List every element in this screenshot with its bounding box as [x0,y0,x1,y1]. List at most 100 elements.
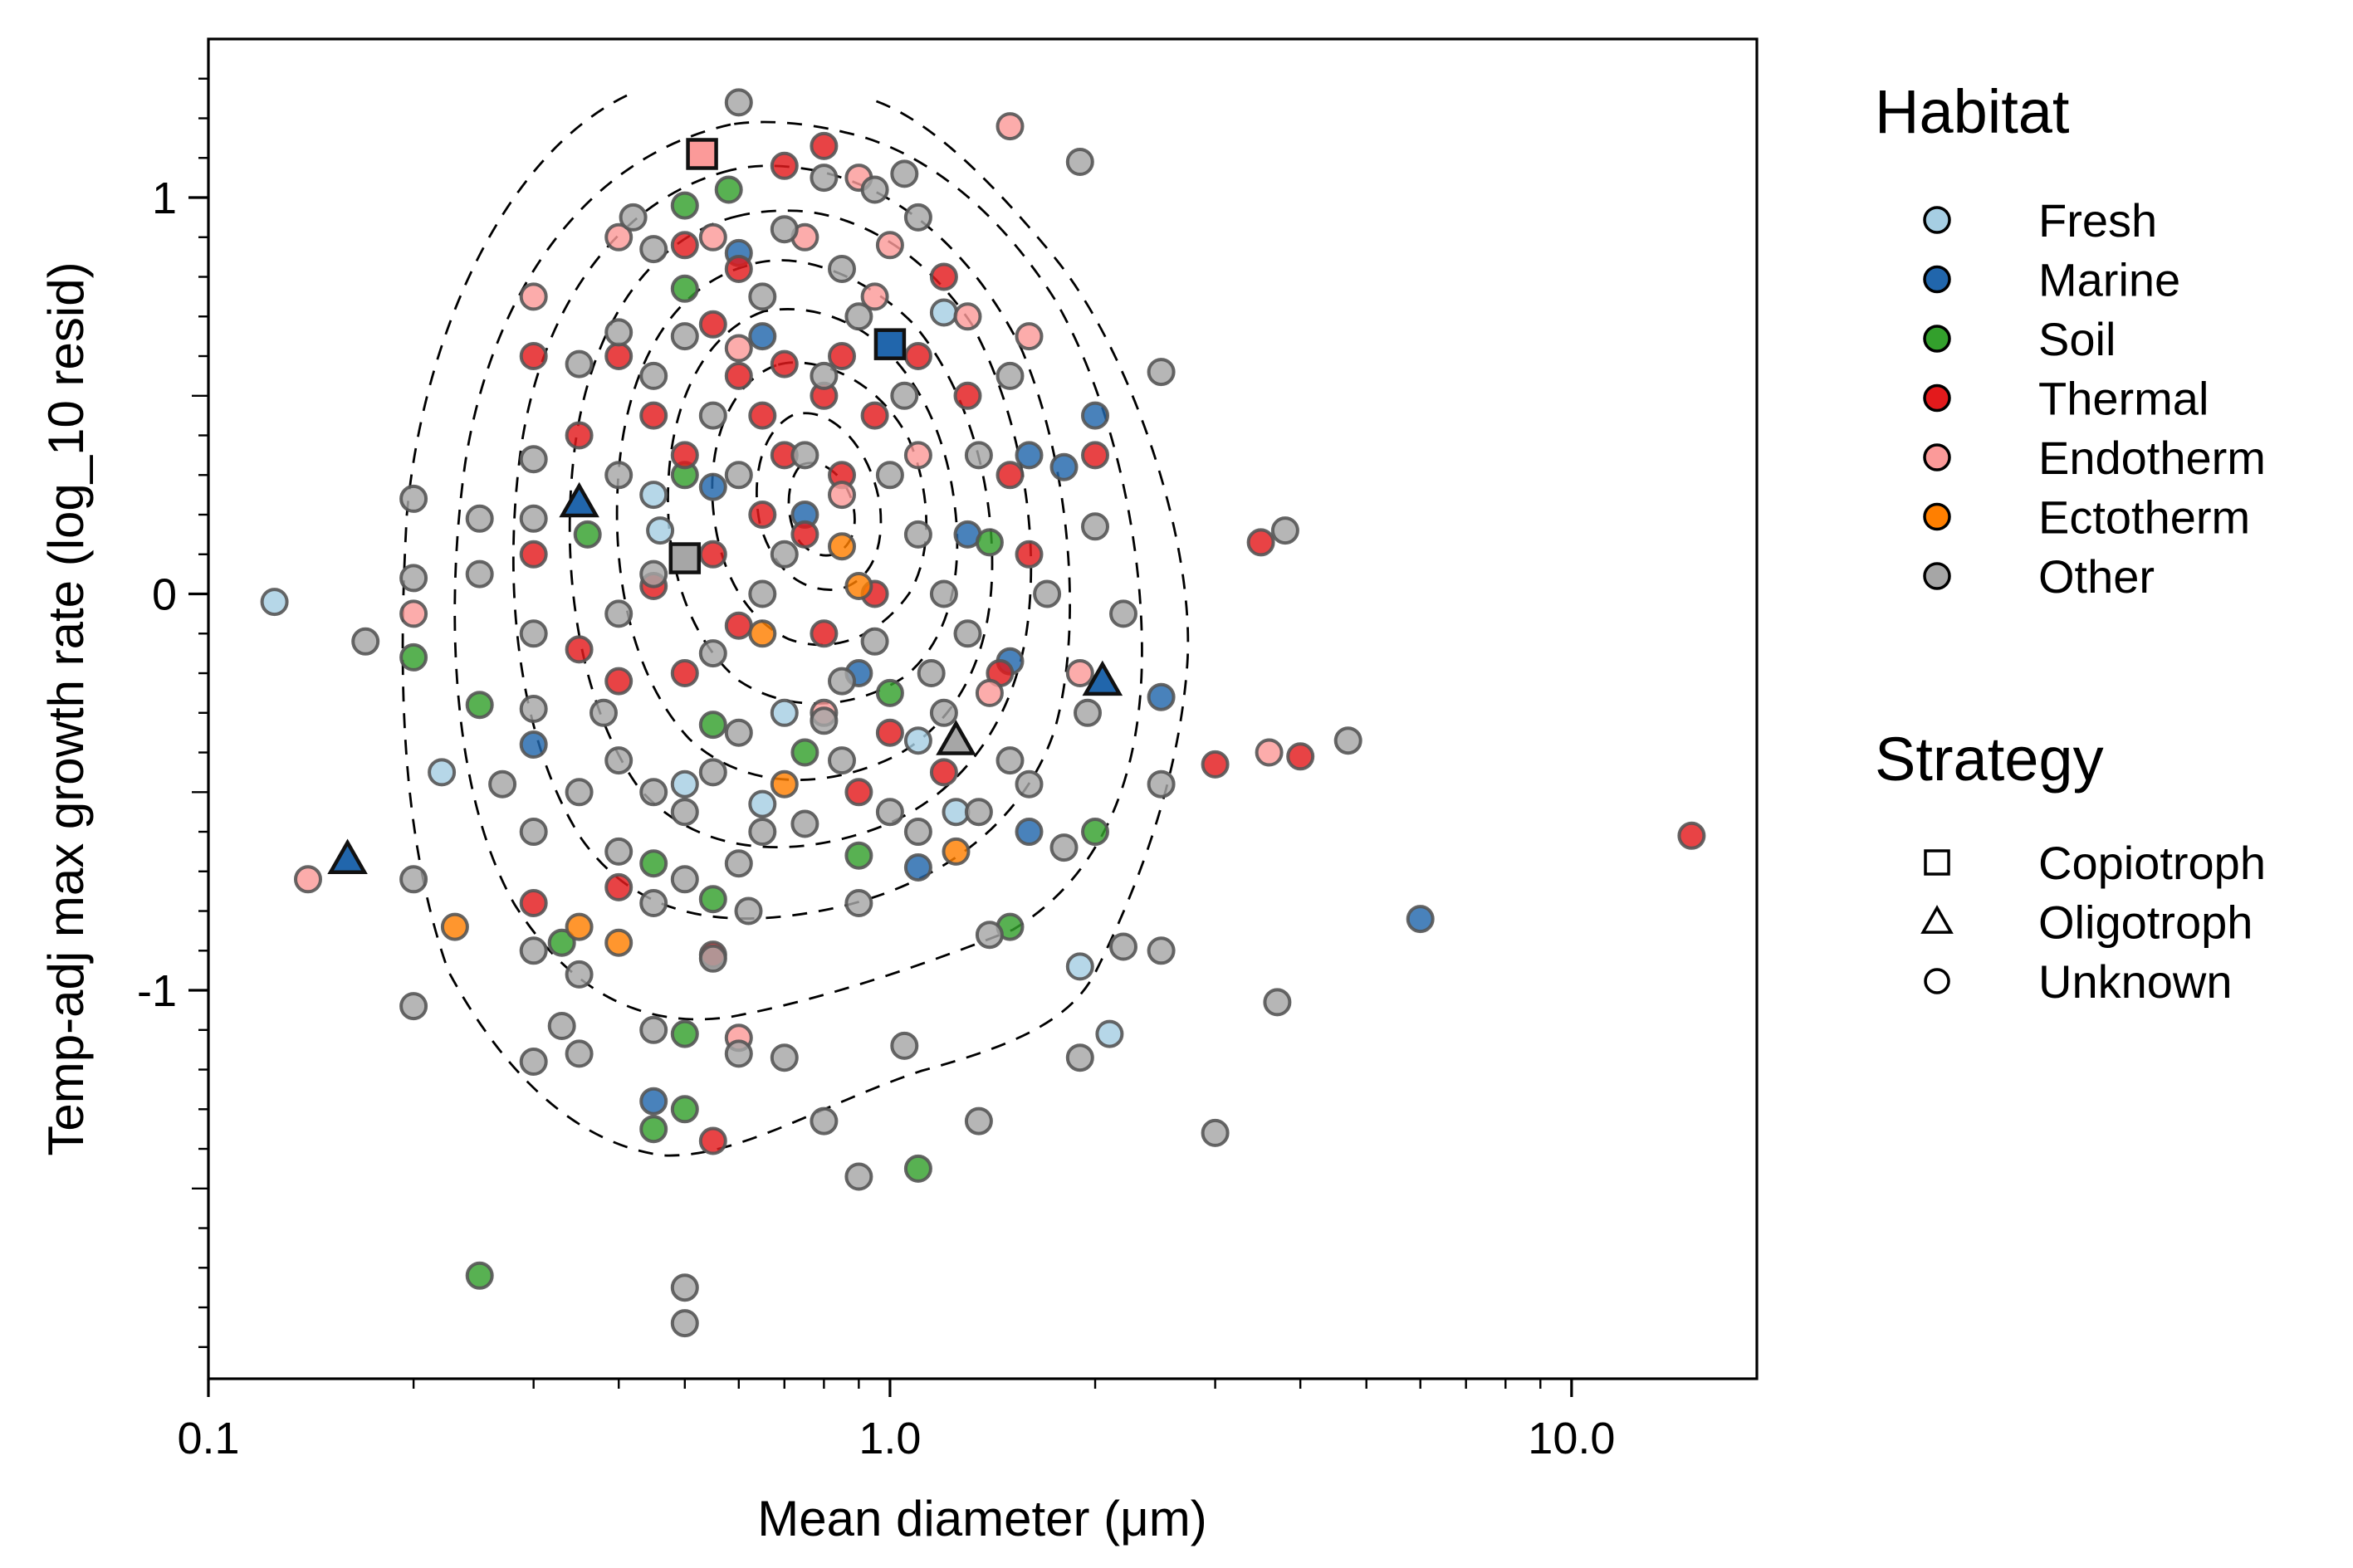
data-point-other [890,159,919,188]
data-point-endotherm [953,302,982,331]
data-point-other [670,798,699,827]
data-point-soil [465,1261,494,1290]
data-point-thermal [519,540,548,569]
data-point-other [1147,358,1176,387]
data-point-thermal [1081,441,1109,470]
legend-marker-marine [1923,265,1951,294]
legend-strategy-title: Strategy [1875,725,2104,794]
data-point-soil [639,1115,668,1144]
data-point-other [810,1106,839,1136]
data-point-other [519,695,548,723]
highlight-oligotroph-other [936,720,976,755]
highlight-oligotroph-marine [559,481,599,518]
data-point-thermal [698,1126,727,1155]
data-point-other [1263,988,1292,1017]
data-point-ectotherm [565,912,594,941]
data-point-soil [547,928,576,957]
data-point-soil [1081,818,1109,846]
data-point-soil [465,691,494,720]
data-point-endotherm [996,112,1025,141]
data-point-other [488,769,517,799]
data-point-soil [975,528,1004,557]
data-point-marine [698,472,727,501]
data-point-marine [1049,452,1079,481]
data-point-marine [748,322,777,351]
data-point-fresh [260,588,289,617]
data-point-thermal [519,342,548,370]
y-tick-label: 0 [152,570,177,620]
data-point-thermal [698,540,727,569]
data-point-other [724,1039,753,1068]
data-point-other [465,504,494,533]
data-point-soil [875,678,904,707]
data-point-soil [790,738,819,767]
data-point-other [519,504,548,533]
data-point-thermal [724,611,753,640]
legend-label-unknown: Unknown [2038,955,2232,1008]
data-point-other [698,758,727,787]
data-point-thermal [903,342,932,370]
data-point-other [547,1012,576,1040]
data-point-other [810,361,839,390]
data-point-thermal [996,461,1025,490]
data-point-other [639,235,668,264]
data-point-fresh [1095,1019,1124,1048]
data-point-other [670,322,699,351]
data-point-ectotherm [844,572,873,600]
highlight-oligotroph-marine [1082,660,1123,696]
density-contour-2 [453,120,1143,1021]
density-contours [401,94,1190,1157]
data-point-other [875,798,904,827]
data-point-other [890,381,919,410]
legend-marker-endotherm [1923,443,1951,471]
data-point-thermal [1677,821,1706,850]
data-point-other [604,318,634,347]
data-point-other [929,698,958,727]
data-point-ectotherm [440,912,469,941]
legend-label-fresh: Fresh [2038,194,2157,247]
data-point-thermal [604,667,634,696]
highlight-copiotroph-marine [873,328,907,360]
data-point-endotherm [903,441,932,470]
highlight-copiotroph-other [668,542,702,574]
legend-marker-other [1923,562,1951,590]
data-point-marine [1081,401,1109,430]
legend-label-copiotroph: Copiotroph [2038,837,2266,889]
data-point-thermal [953,381,982,410]
data-point-thermal [670,441,699,470]
data-point-other [565,1039,594,1068]
legend: Habitat Fresh Marine Soil Thermal Endotherm E… [1875,77,2266,1008]
data-point-thermal [698,310,727,339]
data-point-ectotherm [604,928,634,957]
data-point-other [698,401,727,430]
legend-marker-fresh [1923,206,1951,234]
data-point-marine [1015,818,1044,846]
data-point-other [770,215,799,244]
legend-label-ectotherm: Ectotherm [2038,491,2250,544]
data-point-thermal [844,778,873,807]
data-point-other [810,706,839,735]
data-point-other [996,361,1025,390]
data-point-endotherm [875,231,904,260]
data-point-other [399,484,428,513]
data-point-endotherm [1015,322,1044,351]
legend-strategy-entries: Copiotroph Oligotroph Unknown [1920,837,2266,1008]
data-point-endotherm [724,334,753,363]
data-point-other [748,818,777,846]
data-point-thermal [1286,742,1315,771]
legend-label-marine: Marine [2038,254,2180,306]
data-point-soil [573,520,602,549]
highlight-layer [327,138,1123,875]
data-point-thermal [1246,528,1275,557]
data-point-other [903,818,932,846]
data-point-other [670,1309,699,1338]
data-point-ectotherm [770,769,799,799]
data-point-other [860,627,889,656]
data-point-other [351,627,380,656]
density-contour-1 [401,94,1190,1157]
data-point-thermal [565,421,594,450]
data-point-endotherm [1255,738,1284,767]
data-point-ectotherm [942,837,971,866]
data-point-other [519,1048,548,1076]
data-point-other [639,1015,668,1044]
